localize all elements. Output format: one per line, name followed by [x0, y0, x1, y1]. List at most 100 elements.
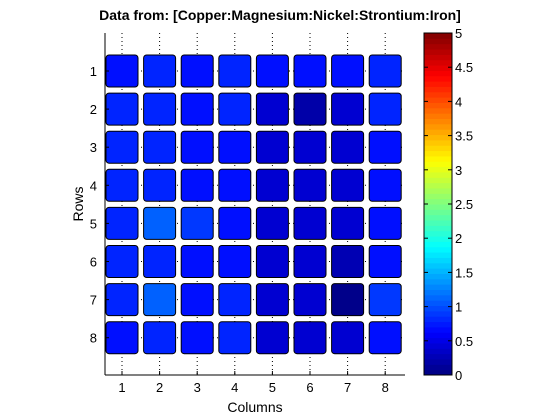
colorbar-segment [424, 65, 452, 71]
colorbar-segment [424, 284, 452, 290]
colorbar-segment [424, 220, 452, 226]
colorbar-segment [424, 193, 452, 200]
y-tick-label: 1 [90, 64, 97, 79]
colorbar-segment [424, 43, 452, 50]
y-tick-label: 4 [90, 178, 97, 193]
colorbar-segment [424, 81, 452, 87]
colorbar-segment [424, 161, 452, 168]
colorbar-tick-label: 3 [455, 163, 462, 178]
heatmap-cell [293, 245, 327, 278]
colorbar-segment [424, 230, 452, 237]
x-tick-label: 5 [269, 380, 276, 395]
colorbar-tick-label: 0.5 [455, 334, 473, 349]
heatmap-cell [218, 54, 252, 88]
heatmap-cell [293, 283, 327, 317]
x-tick-label: 6 [306, 380, 313, 395]
heatmap-cell [331, 92, 365, 126]
colorbar-segment [424, 289, 452, 296]
heatmap-cell [331, 54, 365, 88]
heatmap-cell [255, 130, 289, 164]
heatmap-cell [180, 245, 214, 278]
colorbar-segment [424, 369, 452, 376]
colorbar-tick-label: 4 [455, 94, 462, 109]
heatmap-cell [180, 168, 214, 202]
colorbar-segment [424, 38, 452, 45]
heatmap-cell [255, 168, 289, 202]
colorbar-segment [424, 54, 452, 61]
heatmap-cell [218, 283, 252, 317]
colorbar-tick-label: 3.5 [455, 129, 473, 144]
colorbar-segment [424, 107, 452, 114]
y-tick-label: 5 [90, 216, 97, 231]
colorbar-segment [424, 225, 452, 232]
colorbar-segment [424, 204, 452, 210]
colorbar-segment [424, 310, 452, 317]
colorbar-segment [424, 348, 452, 355]
heatmap-cell [218, 245, 252, 278]
x-tick-label: 2 [156, 380, 163, 395]
colorbar-segment [424, 177, 452, 184]
colorbar-segment [424, 139, 452, 146]
heatmap-cell [143, 130, 177, 164]
colorbar-segment [424, 342, 452, 349]
colorbar-segment [424, 70, 452, 77]
colorbar-segment [424, 246, 452, 253]
heatmap-cell [293, 206, 327, 240]
heatmap-cell [105, 206, 139, 240]
heatmap-cell [368, 54, 402, 88]
colorbar-segment [424, 252, 452, 258]
heatmap-cell [368, 321, 402, 355]
heatmap-cell [180, 92, 214, 126]
heatmap-cell [218, 206, 252, 240]
heatmap-cell [255, 206, 289, 240]
heatmap-cell [331, 321, 365, 355]
x-tick-label: 3 [194, 380, 201, 395]
colorbar-segment [424, 236, 452, 242]
colorbar-segment [424, 326, 452, 333]
colorbar-segment [424, 321, 452, 328]
colorbar-segment [424, 209, 452, 216]
colorbar-segment [424, 358, 452, 365]
y-tick-label: 2 [90, 102, 97, 117]
heatmap-cell [293, 168, 327, 202]
heatmap-cell [143, 206, 177, 240]
heatmap-cell [368, 92, 402, 126]
heatmap-cell [180, 206, 214, 240]
y-tick-label: 6 [90, 255, 97, 270]
heatmap-cell [331, 245, 365, 278]
heatmap-cell [180, 130, 214, 164]
heatmap-cell [218, 168, 252, 202]
colorbar-segment [424, 214, 452, 221]
heatmap-cell [180, 54, 214, 88]
heatmap-cell [368, 245, 402, 278]
heatmap-cell [293, 321, 327, 355]
heatmap-cell [180, 283, 214, 317]
colorbar-segment [424, 166, 452, 173]
y-tick-label: 8 [90, 331, 97, 346]
colorbar-segment [424, 91, 452, 98]
heatmap-cell [143, 168, 177, 202]
heatmap-cell [143, 92, 177, 126]
heatmap-cell [331, 206, 365, 240]
heatmap-cell [143, 54, 177, 88]
colorbar-segment [424, 332, 452, 339]
colorbar-segment [424, 262, 452, 269]
colorbar-tick-label: 5 [455, 26, 462, 41]
heatmap-cell [255, 54, 289, 88]
colorbar-segment [424, 123, 452, 130]
colorbar-segment [424, 97, 452, 103]
y-tick-label: 7 [90, 293, 97, 308]
colorbar-tick-label: 4.5 [455, 60, 473, 75]
heatmap-cell [105, 92, 139, 126]
colorbar-segment [424, 300, 452, 307]
colorbar-segment [424, 182, 452, 189]
y-axis-label: Rows [70, 186, 86, 221]
x-tick-label: 1 [118, 380, 125, 395]
colorbar-segment [424, 353, 452, 360]
heatmap-cell [293, 130, 327, 164]
colorbar-segment [424, 337, 452, 344]
colorbar-segment [424, 145, 452, 152]
colorbar-segment [424, 33, 452, 39]
